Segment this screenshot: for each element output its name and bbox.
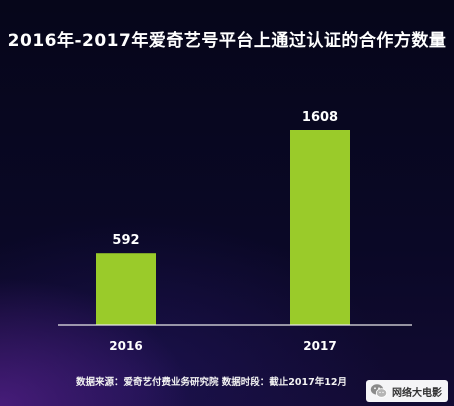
bar-2016 — [96, 253, 156, 325]
data-label-2016: 592 — [112, 233, 139, 248]
x-tick-label-2017: 2017 — [303, 339, 336, 353]
chart-title: 2016年-2017年爱奇艺号平台上通过认证的合作方数量 — [7, 31, 447, 51]
data-source-note: 数据来源：爱奇艺付费业务研究院 数据时段：截止2017年12月 — [76, 377, 347, 388]
bar-2017 — [290, 130, 350, 325]
data-label-2017: 1608 — [302, 110, 338, 125]
x-tick-label-2016: 2016 — [109, 339, 142, 353]
wechat-icon — [370, 384, 388, 398]
watermark: 网络大电影 — [366, 380, 448, 402]
watermark-text: 网络大电影 — [392, 387, 442, 399]
